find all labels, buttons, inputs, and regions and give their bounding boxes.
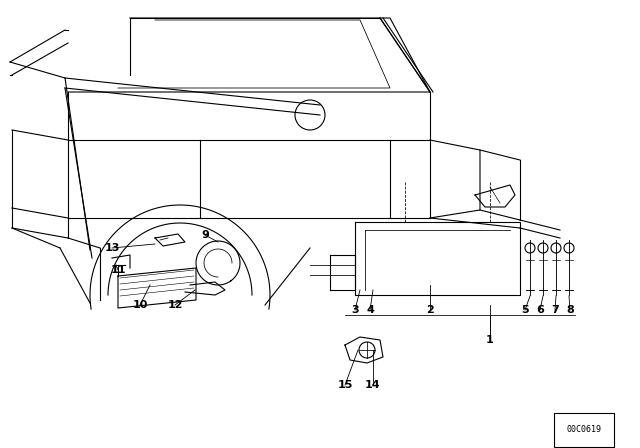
Text: 2: 2 [426, 305, 434, 315]
Text: 00C0619: 00C0619 [566, 426, 602, 435]
Text: 14: 14 [365, 380, 381, 390]
Text: 3: 3 [351, 305, 359, 315]
Text: 7: 7 [551, 305, 559, 315]
Text: 6: 6 [536, 305, 544, 315]
Text: 4: 4 [366, 305, 374, 315]
Text: 1: 1 [486, 335, 494, 345]
Text: 5: 5 [521, 305, 529, 315]
Text: 12: 12 [167, 300, 183, 310]
Text: 13: 13 [104, 243, 120, 253]
Text: 15: 15 [337, 380, 353, 390]
Text: 8: 8 [566, 305, 574, 315]
Text: 9: 9 [201, 230, 209, 240]
Text: 10: 10 [132, 300, 148, 310]
Text: 11: 11 [110, 265, 125, 275]
